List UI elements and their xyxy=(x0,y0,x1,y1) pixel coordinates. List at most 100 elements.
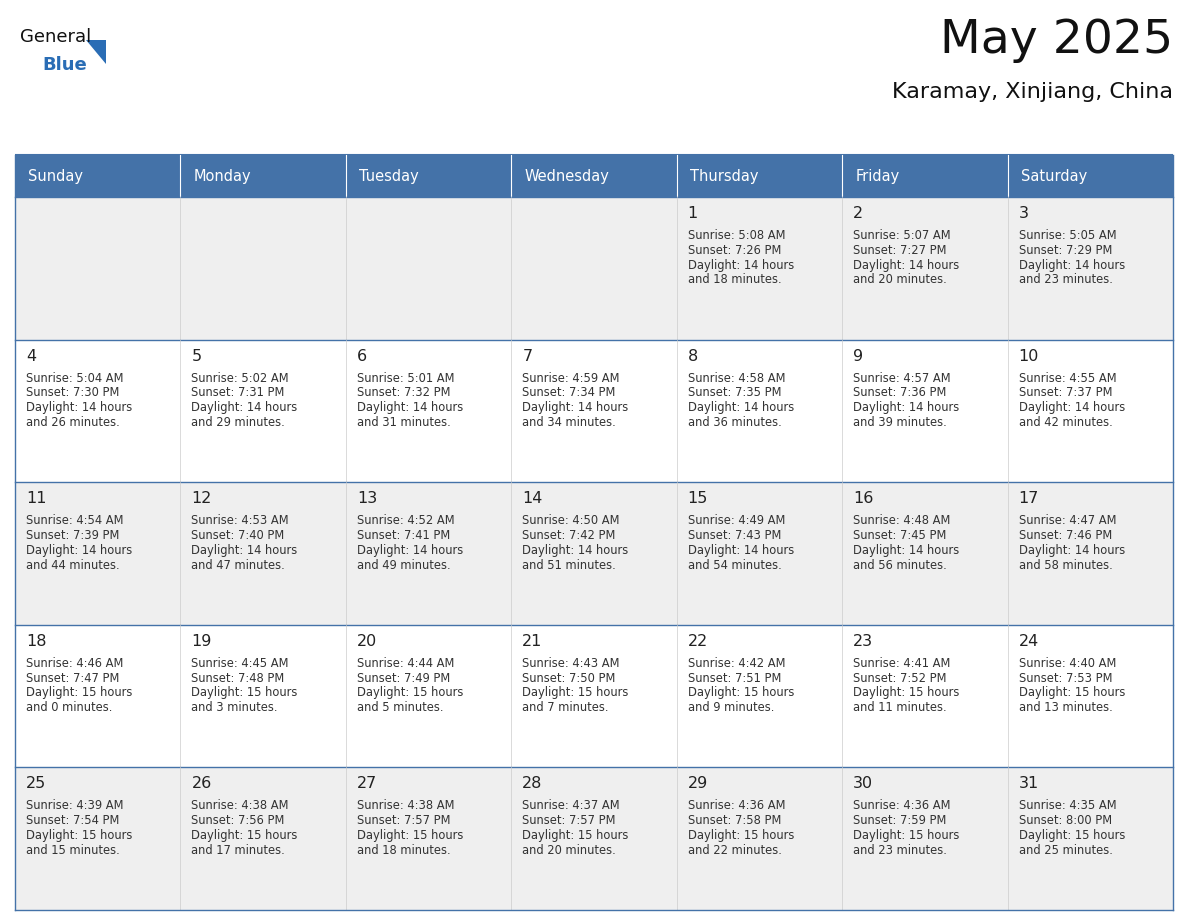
Text: 6: 6 xyxy=(356,349,367,364)
Text: Daylight: 14 hours: Daylight: 14 hours xyxy=(356,543,463,557)
Text: and 23 minutes.: and 23 minutes. xyxy=(853,844,947,856)
Text: Sunrise: 4:47 AM: Sunrise: 4:47 AM xyxy=(1018,514,1116,527)
Text: 20: 20 xyxy=(356,633,377,649)
Text: Sunrise: 4:35 AM: Sunrise: 4:35 AM xyxy=(1018,800,1117,812)
Text: 26: 26 xyxy=(191,777,211,791)
Text: Sunrise: 4:36 AM: Sunrise: 4:36 AM xyxy=(688,800,785,812)
Text: and 51 minutes.: and 51 minutes. xyxy=(523,558,617,572)
Text: Sunset: 7:39 PM: Sunset: 7:39 PM xyxy=(26,529,119,542)
Text: Daylight: 15 hours: Daylight: 15 hours xyxy=(26,687,132,700)
Text: Sunset: 7:30 PM: Sunset: 7:30 PM xyxy=(26,386,119,399)
Text: and 15 minutes.: and 15 minutes. xyxy=(26,844,120,856)
Text: Daylight: 15 hours: Daylight: 15 hours xyxy=(191,687,298,700)
Text: Sunset: 7:37 PM: Sunset: 7:37 PM xyxy=(1018,386,1112,399)
Text: 21: 21 xyxy=(523,633,543,649)
Text: Sunset: 7:53 PM: Sunset: 7:53 PM xyxy=(1018,672,1112,685)
Text: Sunset: 7:36 PM: Sunset: 7:36 PM xyxy=(853,386,947,399)
Text: Sunrise: 5:08 AM: Sunrise: 5:08 AM xyxy=(688,229,785,242)
Bar xyxy=(15,482,1173,625)
Bar xyxy=(15,197,1173,340)
Text: and 56 minutes.: and 56 minutes. xyxy=(853,558,947,572)
Text: Sunrise: 4:44 AM: Sunrise: 4:44 AM xyxy=(356,656,454,670)
Text: General: General xyxy=(20,28,91,46)
Text: Daylight: 14 hours: Daylight: 14 hours xyxy=(26,543,132,557)
Text: Daylight: 14 hours: Daylight: 14 hours xyxy=(356,401,463,414)
Text: Friday: Friday xyxy=(855,169,899,184)
Text: Sunrise: 4:45 AM: Sunrise: 4:45 AM xyxy=(191,656,289,670)
Polygon shape xyxy=(87,40,107,64)
Bar xyxy=(15,155,181,197)
Text: Sunrise: 5:02 AM: Sunrise: 5:02 AM xyxy=(191,372,289,385)
Text: Karamay, Xinjiang, China: Karamay, Xinjiang, China xyxy=(892,82,1173,102)
Text: 4: 4 xyxy=(26,349,36,364)
Text: Sunset: 7:50 PM: Sunset: 7:50 PM xyxy=(523,672,615,685)
Text: and 20 minutes.: and 20 minutes. xyxy=(853,274,947,286)
Bar xyxy=(346,155,511,197)
Text: 25: 25 xyxy=(26,777,46,791)
Text: 16: 16 xyxy=(853,491,873,506)
Text: 10: 10 xyxy=(1018,349,1040,364)
Text: Sunset: 7:27 PM: Sunset: 7:27 PM xyxy=(853,244,947,257)
Text: Sunrise: 4:39 AM: Sunrise: 4:39 AM xyxy=(26,800,124,812)
Text: Sunrise: 4:59 AM: Sunrise: 4:59 AM xyxy=(523,372,620,385)
Bar xyxy=(15,767,1173,910)
Text: Daylight: 15 hours: Daylight: 15 hours xyxy=(356,687,463,700)
Text: Sunrise: 5:01 AM: Sunrise: 5:01 AM xyxy=(356,372,454,385)
Text: and 39 minutes.: and 39 minutes. xyxy=(853,416,947,429)
Text: 30: 30 xyxy=(853,777,873,791)
Text: 2: 2 xyxy=(853,206,864,221)
Text: Sunday: Sunday xyxy=(29,169,83,184)
Text: 1: 1 xyxy=(688,206,699,221)
Text: Sunrise: 5:05 AM: Sunrise: 5:05 AM xyxy=(1018,229,1117,242)
Text: Sunset: 7:31 PM: Sunset: 7:31 PM xyxy=(191,386,285,399)
Text: and 49 minutes.: and 49 minutes. xyxy=(356,558,450,572)
Text: Sunrise: 4:40 AM: Sunrise: 4:40 AM xyxy=(1018,656,1116,670)
Text: Sunrise: 4:49 AM: Sunrise: 4:49 AM xyxy=(688,514,785,527)
Bar xyxy=(1007,155,1173,197)
Text: 19: 19 xyxy=(191,633,211,649)
Text: Sunrise: 4:41 AM: Sunrise: 4:41 AM xyxy=(853,656,950,670)
Text: Sunrise: 4:53 AM: Sunrise: 4:53 AM xyxy=(191,514,289,527)
Text: Sunset: 7:43 PM: Sunset: 7:43 PM xyxy=(688,529,781,542)
Text: Sunrise: 4:38 AM: Sunrise: 4:38 AM xyxy=(191,800,289,812)
Text: 31: 31 xyxy=(1018,777,1038,791)
Text: and 9 minutes.: and 9 minutes. xyxy=(688,701,775,714)
Text: and 3 minutes.: and 3 minutes. xyxy=(191,701,278,714)
Text: and 47 minutes.: and 47 minutes. xyxy=(191,558,285,572)
Text: Daylight: 15 hours: Daylight: 15 hours xyxy=(688,687,794,700)
Text: 3: 3 xyxy=(1018,206,1029,221)
Text: 12: 12 xyxy=(191,491,211,506)
Text: Daylight: 14 hours: Daylight: 14 hours xyxy=(688,259,794,272)
Text: 17: 17 xyxy=(1018,491,1040,506)
Text: Sunset: 7:29 PM: Sunset: 7:29 PM xyxy=(1018,244,1112,257)
Text: Sunrise: 4:36 AM: Sunrise: 4:36 AM xyxy=(853,800,950,812)
Text: Sunrise: 4:57 AM: Sunrise: 4:57 AM xyxy=(853,372,950,385)
Text: Sunset: 7:47 PM: Sunset: 7:47 PM xyxy=(26,672,119,685)
Text: Sunset: 7:26 PM: Sunset: 7:26 PM xyxy=(688,244,781,257)
Text: 11: 11 xyxy=(26,491,46,506)
Text: Wednesday: Wednesday xyxy=(524,169,609,184)
Text: Saturday: Saturday xyxy=(1020,169,1087,184)
Text: 28: 28 xyxy=(523,777,543,791)
Text: Sunset: 7:42 PM: Sunset: 7:42 PM xyxy=(523,529,615,542)
Text: Sunrise: 4:48 AM: Sunrise: 4:48 AM xyxy=(853,514,950,527)
Text: and 22 minutes.: and 22 minutes. xyxy=(688,844,782,856)
Text: 22: 22 xyxy=(688,633,708,649)
Text: Daylight: 14 hours: Daylight: 14 hours xyxy=(26,401,132,414)
Text: Daylight: 14 hours: Daylight: 14 hours xyxy=(523,543,628,557)
Text: 13: 13 xyxy=(356,491,377,506)
Text: Sunset: 7:35 PM: Sunset: 7:35 PM xyxy=(688,386,782,399)
Text: Sunset: 7:57 PM: Sunset: 7:57 PM xyxy=(356,814,450,827)
Text: Sunset: 7:32 PM: Sunset: 7:32 PM xyxy=(356,386,450,399)
Text: Sunset: 7:56 PM: Sunset: 7:56 PM xyxy=(191,814,285,827)
Text: and 5 minutes.: and 5 minutes. xyxy=(356,701,443,714)
Text: Sunset: 7:41 PM: Sunset: 7:41 PM xyxy=(356,529,450,542)
Text: Thursday: Thursday xyxy=(690,169,758,184)
Text: and 29 minutes.: and 29 minutes. xyxy=(191,416,285,429)
Text: 14: 14 xyxy=(523,491,543,506)
Bar xyxy=(181,155,346,197)
Text: Sunset: 7:49 PM: Sunset: 7:49 PM xyxy=(356,672,450,685)
Text: Sunrise: 4:52 AM: Sunrise: 4:52 AM xyxy=(356,514,455,527)
Text: 27: 27 xyxy=(356,777,377,791)
Text: Daylight: 15 hours: Daylight: 15 hours xyxy=(1018,687,1125,700)
